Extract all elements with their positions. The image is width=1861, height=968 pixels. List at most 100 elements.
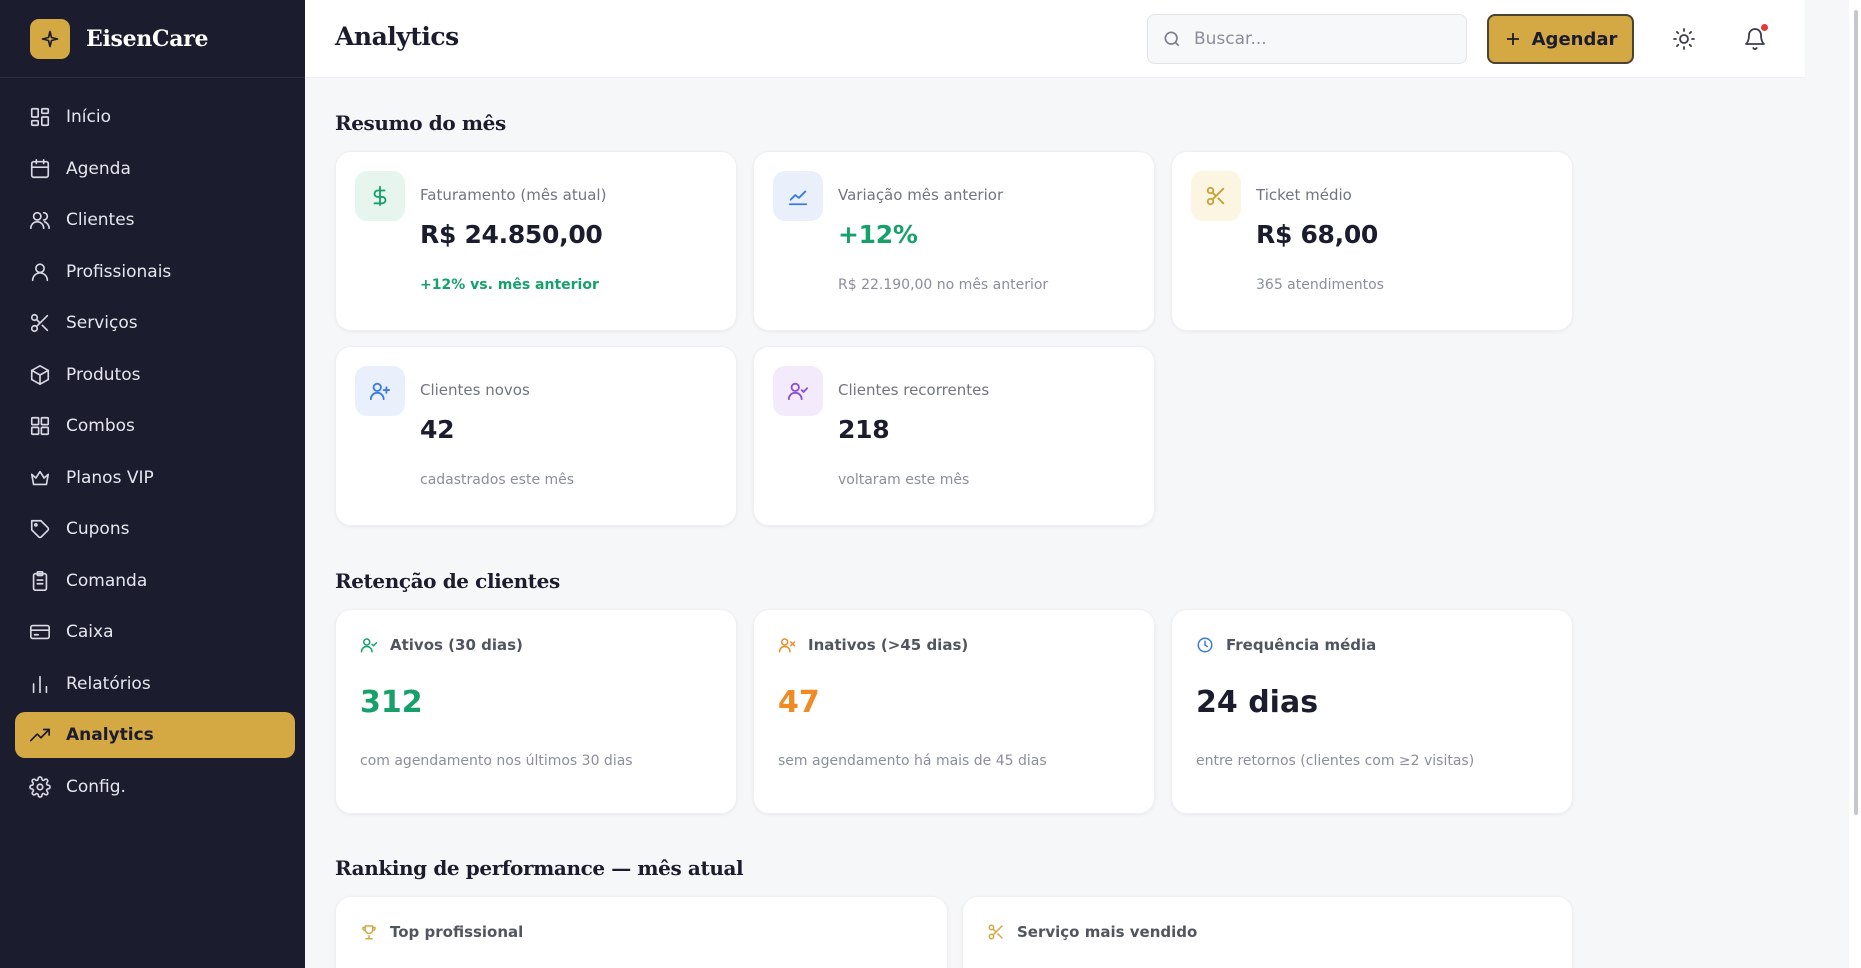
sidebar: EisenCare Início Agenda Clientes Profiss… [0, 0, 305, 968]
sidebar-item-label: Agenda [66, 158, 131, 179]
sidebar-item-relatorios[interactable]: Relatórios [15, 661, 295, 707]
sidebar-item-profissionais[interactable]: Profissionais [15, 249, 295, 295]
clock-icon [1197, 637, 1213, 653]
line-chart-icon [773, 171, 823, 221]
sidebar-item-label: Profissionais [66, 261, 172, 282]
sidebar-item-analytics[interactable]: Analytics [15, 712, 295, 758]
sidebar-item-label: Clientes [66, 210, 135, 230]
sidebar-item-label: Início [66, 107, 111, 127]
sidebar-item-caixa[interactable]: Caixa [15, 609, 295, 655]
theme-toggle-button[interactable] [1669, 24, 1699, 54]
sidebar-item-produtos[interactable]: Produtos [15, 352, 295, 398]
section-title-resumo: Resumo do mês [335, 111, 506, 135]
card-sub: com agendamento nos últimos 30 dias [360, 753, 633, 769]
card-label: Inativos (>45 dias) [808, 636, 969, 654]
card-sub: cadastrados este mês [420, 472, 575, 488]
gear-icon [29, 775, 51, 798]
notification-badge [1761, 24, 1768, 31]
sidebar-item-label: Config. [66, 776, 126, 797]
credit-card-icon [30, 624, 50, 640]
main-content: Analytics Agendar Resumo do mês [305, 0, 1861, 968]
card-sub: entre retornos (clientes com ≥2 visitas) [1196, 753, 1475, 769]
sidebar-item-comanda[interactable]: Comanda [15, 558, 295, 604]
card-label: Ticket médio [1256, 186, 1352, 204]
dollar-icon [355, 171, 405, 221]
card-sub: +12% vs. mês anterior [420, 277, 599, 293]
sidebar-item-label: Planos VIP [66, 467, 154, 488]
card-label: Variação mês anterior [838, 186, 1004, 204]
user-plus-icon [355, 366, 405, 416]
bar-chart-icon [32, 675, 48, 693]
dashboard-icon [30, 107, 50, 127]
plus-icon [1506, 33, 1519, 45]
card-label: Clientes novos [420, 381, 530, 399]
section-title-retencao: Retenção de clientes [335, 569, 560, 593]
sidebar-item-servicos[interactable]: Serviços [15, 300, 295, 346]
scissors-icon [1191, 171, 1241, 221]
calendar-icon [30, 158, 50, 178]
scissors-icon [30, 313, 49, 333]
sidebar-item-label: Analytics [66, 725, 154, 745]
card-value: R$ 68,00 [1256, 220, 1379, 249]
card-sub: 365 atendimentos [1256, 277, 1384, 293]
card-header: Serviço mais vendido [987, 923, 1197, 941]
sidebar-item-label: Produtos [66, 364, 141, 385]
sidebar-item-label: Serviços [66, 313, 138, 333]
sidebar-item-config[interactable]: Config. [15, 764, 295, 810]
card-label: Faturamento (mês atual) [420, 186, 607, 204]
card-faturamento: Faturamento (mês atual) R$ 24.850,00 +12… [335, 151, 737, 331]
sidebar-item-label: Combos [66, 416, 135, 436]
users-icon [30, 211, 50, 230]
search-input[interactable] [1194, 29, 1454, 49]
card-value: 42 [420, 415, 455, 444]
card-label: Frequência média [1226, 636, 1377, 654]
brand-name: EisenCare [86, 25, 209, 52]
sidebar-item-combos[interactable]: Combos [15, 403, 295, 449]
card-value: +12% [838, 220, 918, 249]
search-box[interactable] [1147, 14, 1467, 64]
card-header: Frequência média [1196, 636, 1376, 654]
card-sub: R$ 22.190,00 no mês anterior [838, 277, 1049, 293]
clipboard-icon [32, 570, 48, 591]
card-inativos: Inativos (>45 dias) 47 sem agendamento h… [753, 609, 1155, 814]
card-header: Inativos (>45 dias) [778, 636, 968, 654]
card-value: 312 [360, 685, 423, 720]
card-label: Serviço mais vendido [1017, 923, 1198, 941]
card-ticket-medio: Ticket médio R$ 68,00 365 atendimentos [1171, 151, 1573, 331]
sidebar-item-label: Comanda [66, 570, 148, 591]
card-sub: voltaram este mês [838, 472, 970, 488]
scissors-icon [988, 924, 1003, 940]
scrollbar-thumb[interactable] [1854, 10, 1858, 815]
page-title: Analytics [335, 22, 459, 51]
agendar-button[interactable]: Agendar [1487, 14, 1634, 64]
sun-icon [1673, 28, 1695, 50]
card-servico-mais-vendido: Serviço mais vendido [962, 896, 1573, 968]
user-x-icon [778, 638, 796, 653]
card-label: Ativos (30 dias) [390, 636, 523, 654]
card-label: Clientes recorrentes [838, 381, 990, 399]
card-variacao: Variação mês anterior +12% R$ 22.190,00 … [753, 151, 1155, 331]
card-header: Top profissional [360, 923, 523, 941]
sidebar-item-planos-vip[interactable]: Planos VIP [15, 455, 295, 501]
section-title-ranking: Ranking de performance — mês atual [335, 856, 744, 880]
sidebar-item-label: Cupons [66, 519, 130, 539]
sidebar-item-cupons[interactable]: Cupons [15, 506, 295, 552]
sidebar-item-inicio[interactable]: Início [15, 94, 295, 140]
card-label: Top profissional [390, 923, 524, 941]
bell-icon [1745, 28, 1765, 50]
user-check-icon [360, 638, 378, 653]
notifications-button[interactable] [1740, 24, 1770, 54]
card-frequencia: Frequência média 24 dias entre retornos … [1171, 609, 1573, 814]
card-top-profissional: Top profissional [335, 896, 948, 968]
sparkle-icon [30, 18, 70, 59]
sidebar-item-clientes[interactable]: Clientes [15, 197, 295, 243]
crown-icon [30, 470, 50, 485]
sidebar-nav: Início Agenda Clientes Profissionais Ser… [0, 78, 305, 810]
brand[interactable]: EisenCare [0, 0, 305, 78]
card-value: 218 [838, 415, 890, 444]
sidebar-item-agenda[interactable]: Agenda [15, 146, 295, 192]
card-ativos: Ativos (30 dias) 312 com agendamento nos… [335, 609, 737, 814]
scrollbar[interactable] [1849, 0, 1861, 968]
card-clientes-recorrentes: Clientes recorrentes 218 voltaram este m… [753, 346, 1155, 526]
trophy-icon [362, 925, 376, 940]
